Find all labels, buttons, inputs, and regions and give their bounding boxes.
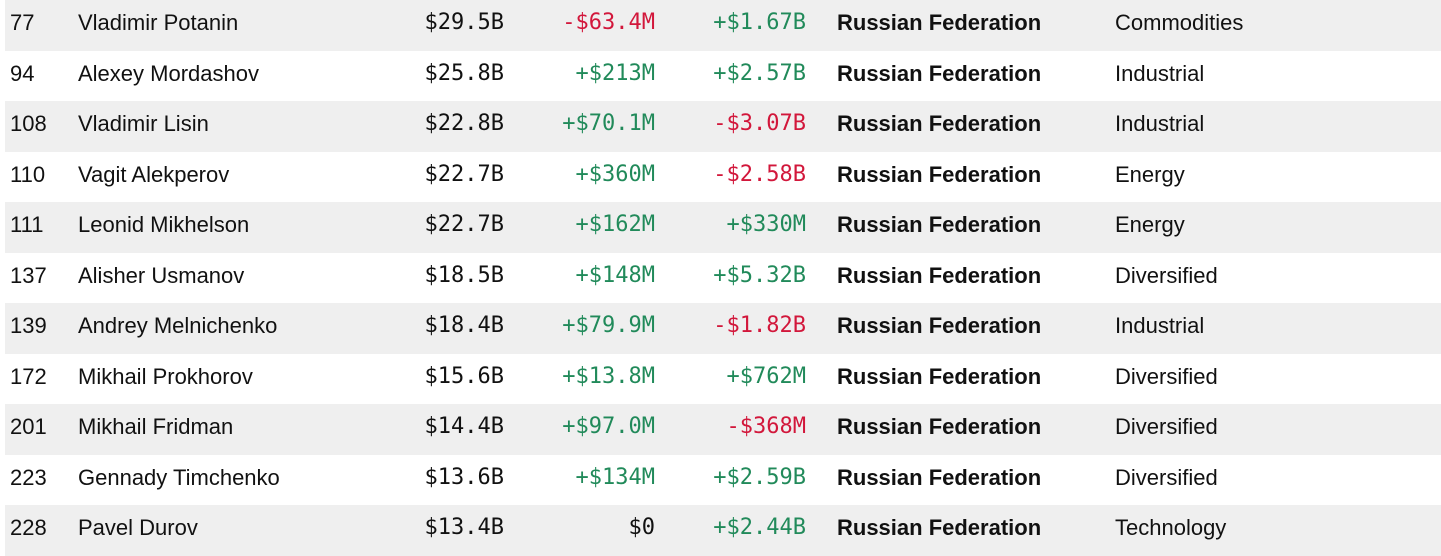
- last-change-cell: +$97.0M: [562, 414, 655, 439]
- table-row[interactable]: 137 Alisher Usmanov $18.5B +$148M +$5.32…: [5, 253, 1441, 304]
- last-change-cell: +$162M: [575, 212, 655, 237]
- rank-cell: 223: [10, 464, 47, 490]
- net-worth-cell: $18.5B: [424, 262, 504, 288]
- net-worth-cell: $15.6B: [424, 363, 504, 389]
- table-row[interactable]: 228 Pavel Durov $13.4B $0 +$2.44B Russia…: [5, 505, 1441, 556]
- last-change-cell: +$70.1M: [562, 111, 655, 136]
- last-change-cell: +$213M: [575, 60, 655, 86]
- last-change-cell: $0: [628, 515, 656, 540]
- table-row[interactable]: 223 Gennady Timchenko $13.6B +$134M +$2.…: [5, 455, 1441, 506]
- table-row[interactable]: 111 Leonid Mikhelson $22.7B +$162M +$330…: [5, 202, 1441, 253]
- net-worth-cell: $25.8B: [424, 60, 504, 86]
- ytd-change-cell: +$2.59B: [713, 464, 806, 490]
- name-cell[interactable]: Alexey Mordashov: [78, 60, 259, 86]
- country-cell: Russian Federation: [837, 10, 1042, 35]
- net-worth-cell: $14.4B: [424, 414, 504, 439]
- net-worth-cell: $13.4B: [424, 515, 504, 540]
- industry-cell: Industrial: [1115, 60, 1205, 86]
- country-cell: Russian Federation: [837, 212, 1042, 237]
- net-worth-cell: $22.7B: [424, 161, 504, 187]
- country-cell: Russian Federation: [837, 111, 1042, 136]
- name-cell[interactable]: Alisher Usmanov: [78, 262, 245, 288]
- rank-cell: 172: [10, 363, 47, 389]
- ytd-change-cell: +$762M: [726, 363, 806, 389]
- rank-cell: 108: [10, 111, 47, 136]
- rank-cell: 228: [10, 515, 47, 540]
- country-cell: Russian Federation: [837, 515, 1042, 540]
- name-cell[interactable]: Mikhail Prokhorov: [78, 363, 253, 389]
- rank-cell: 201: [10, 414, 47, 439]
- country-cell: Russian Federation: [837, 363, 1042, 389]
- country-cell: Russian Federation: [837, 60, 1042, 86]
- billionaires-table: 77 Vladimir Potanin $29.5B -$63.4M +$1.6…: [5, 0, 1441, 556]
- rank-cell: 110: [10, 161, 46, 187]
- table-row[interactable]: 77 Vladimir Potanin $29.5B -$63.4M +$1.6…: [5, 0, 1441, 51]
- table-row[interactable]: 94 Alexey Mordashov $25.8B +$213M +$2.57…: [5, 51, 1441, 102]
- country-cell: Russian Federation: [837, 161, 1042, 187]
- country-cell: Russian Federation: [837, 464, 1042, 490]
- rank-cell: 111: [10, 212, 44, 237]
- name-cell[interactable]: Leonid Mikhelson: [78, 212, 250, 237]
- name-cell[interactable]: Pavel Durov: [78, 515, 198, 540]
- ytd-change-cell: -$1.82B: [713, 313, 806, 338]
- industry-cell: Diversified: [1115, 363, 1218, 389]
- name-cell[interactable]: Vagit Alekperov: [78, 161, 230, 187]
- table-row[interactable]: 110 Vagit Alekperov $22.7B +$360M -$2.58…: [5, 152, 1441, 203]
- ytd-change-cell: -$2.58B: [713, 161, 806, 187]
- table-row[interactable]: 201 Mikhail Fridman $14.4B +$97.0M -$368…: [5, 404, 1441, 455]
- ytd-change-cell: +$2.44B: [713, 515, 806, 540]
- table-row[interactable]: 108 Vladimir Lisin $22.8B +$70.1M -$3.07…: [5, 101, 1441, 152]
- ytd-change-cell: +$5.32B: [713, 262, 806, 288]
- industry-cell: Industrial: [1115, 313, 1205, 338]
- net-worth-cell: $29.5B: [424, 10, 504, 35]
- net-worth-cell: $13.6B: [424, 464, 504, 490]
- industry-cell: Technology: [1115, 515, 1227, 540]
- country-cell: Russian Federation: [837, 262, 1042, 288]
- rank-cell: 139: [10, 313, 47, 338]
- name-cell[interactable]: Vladimir Potanin: [78, 10, 239, 35]
- industry-cell: Industrial: [1115, 111, 1205, 136]
- name-cell[interactable]: Mikhail Fridman: [78, 414, 234, 439]
- ytd-change-cell: +$330M: [726, 212, 806, 237]
- country-cell: Russian Federation: [837, 414, 1042, 439]
- industry-cell: Diversified: [1115, 464, 1218, 490]
- rank-cell: 77: [10, 10, 35, 35]
- ytd-change-cell: +$2.57B: [713, 60, 806, 86]
- table-row[interactable]: 139 Andrey Melnichenko $18.4B +$79.9M -$…: [5, 303, 1441, 354]
- rank-cell: 94: [10, 60, 35, 86]
- country-cell: Russian Federation: [837, 313, 1042, 338]
- ytd-change-cell: +$1.67B: [713, 10, 806, 35]
- industry-cell: Diversified: [1115, 414, 1218, 439]
- industry-cell: Energy: [1115, 212, 1185, 237]
- net-worth-cell: $22.7B: [424, 212, 504, 237]
- net-worth-cell: $22.8B: [424, 111, 504, 136]
- last-change-cell: +$148M: [575, 262, 655, 288]
- rank-cell: 137: [10, 262, 47, 288]
- net-worth-cell: $18.4B: [424, 313, 504, 338]
- name-cell[interactable]: Vladimir Lisin: [78, 111, 209, 136]
- name-cell[interactable]: Gennady Timchenko: [78, 464, 280, 490]
- last-change-cell: +$360M: [575, 161, 655, 187]
- industry-cell: Diversified: [1115, 262, 1218, 288]
- last-change-cell: -$63.4M: [562, 10, 655, 35]
- last-change-cell: +$134M: [575, 464, 655, 490]
- table-row[interactable]: 172 Mikhail Prokhorov $15.6B +$13.8M +$7…: [5, 354, 1441, 405]
- industry-cell: Energy: [1115, 161, 1185, 187]
- ytd-change-cell: -$368M: [726, 414, 806, 439]
- ytd-change-cell: -$3.07B: [713, 111, 806, 136]
- last-change-cell: +$79.9M: [562, 313, 655, 338]
- name-cell[interactable]: Andrey Melnichenko: [78, 313, 278, 338]
- last-change-cell: +$13.8M: [562, 363, 655, 389]
- industry-cell: Commodities: [1115, 10, 1244, 35]
